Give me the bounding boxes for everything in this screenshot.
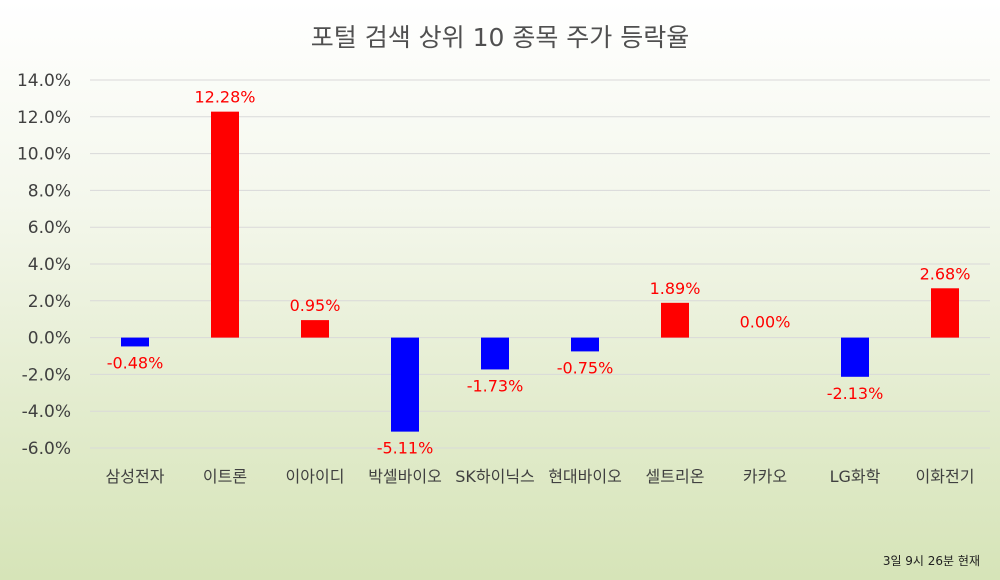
bar [391, 337, 419, 432]
data-label: 0.00% [740, 313, 791, 332]
y-tick-label: 4.0% [28, 255, 71, 275]
data-label: -2.13% [827, 384, 884, 403]
y-tick-label: 10.0% [17, 145, 71, 165]
y-tick-label: 8.0% [28, 181, 71, 201]
data-label: -1.73% [467, 376, 524, 395]
x-tick-label: 카카오 [743, 467, 787, 486]
bar [121, 337, 149, 347]
bar [211, 111, 239, 338]
data-label: -0.75% [557, 358, 614, 377]
bar [571, 337, 599, 352]
x-tick-label: 박셀바이오 [368, 467, 442, 486]
x-tick-label: SK하이닉스 [455, 467, 535, 486]
bar [661, 302, 689, 338]
data-label: -5.11% [377, 439, 434, 458]
x-tick-label: 삼성전자 [106, 467, 165, 486]
x-tick-label: 셀트리온 [646, 467, 705, 486]
y-tick-label: -4.0% [22, 402, 71, 422]
bar [481, 337, 509, 370]
timestamp-note: 3일 9시 26분 현재 [883, 554, 980, 568]
y-tick-label: 14.0% [17, 71, 71, 91]
y-tick-label: -6.0% [22, 439, 71, 459]
y-tick-label: 0.0% [28, 329, 71, 349]
bar [931, 288, 959, 338]
x-tick-label: 이트론 [203, 467, 247, 486]
y-tick-label: -2.0% [22, 365, 71, 385]
data-label: 0.95% [290, 296, 341, 315]
y-tick-label: 2.0% [28, 292, 71, 312]
data-label: 2.68% [920, 264, 971, 283]
chart-title: 포털 검색 상위 10 종목 주가 등락율 [311, 23, 690, 52]
data-label: 1.89% [650, 279, 701, 298]
x-tick-label: 이화전기 [916, 467, 975, 486]
data-label: 12.28% [194, 88, 255, 107]
x-tick-label: LG화학 [830, 467, 881, 486]
data-label: -0.48% [107, 353, 164, 372]
bar [301, 320, 329, 338]
x-tick-label: 현대바이오 [548, 467, 622, 486]
y-tick-label: 12.0% [17, 108, 71, 128]
y-tick-label: 6.0% [28, 218, 71, 238]
bar [841, 337, 869, 377]
x-tick-label: 이아이디 [286, 467, 345, 486]
